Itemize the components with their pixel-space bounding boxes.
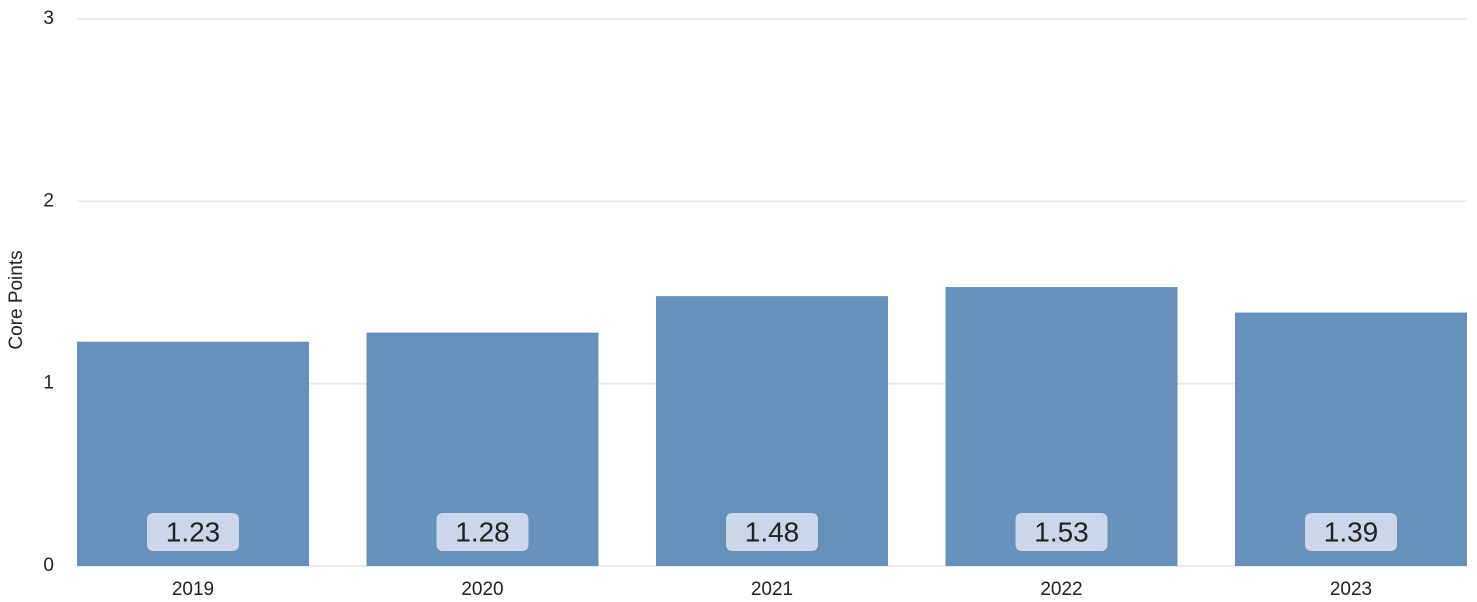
value-label-box	[726, 513, 818, 551]
value-label: 1.39	[1324, 516, 1379, 547]
value-label: 1.28	[455, 516, 510, 547]
value-label: 1.53	[1034, 516, 1089, 547]
value-label-box	[436, 513, 529, 551]
value-label: 1.48	[745, 516, 800, 547]
x-tick-label: 2022	[1040, 579, 1082, 600]
value-label: 1.23	[166, 516, 221, 547]
y-tick-label: 0	[43, 555, 54, 576]
x-tick-label: 2023	[1330, 579, 1372, 600]
x-tick-label: 2020	[461, 579, 503, 600]
y-tick-label: 2	[43, 190, 54, 211]
value-label-box	[147, 513, 239, 551]
x-tick-label: 2021	[751, 579, 793, 600]
value-label-box	[1305, 513, 1397, 551]
y-axis-label: Core Points	[6, 250, 27, 349]
x-tick-label: 2019	[172, 579, 214, 600]
value-label-box	[1015, 513, 1108, 551]
y-tick-label: 1	[43, 373, 54, 394]
y-tick-label: 3	[43, 8, 54, 29]
